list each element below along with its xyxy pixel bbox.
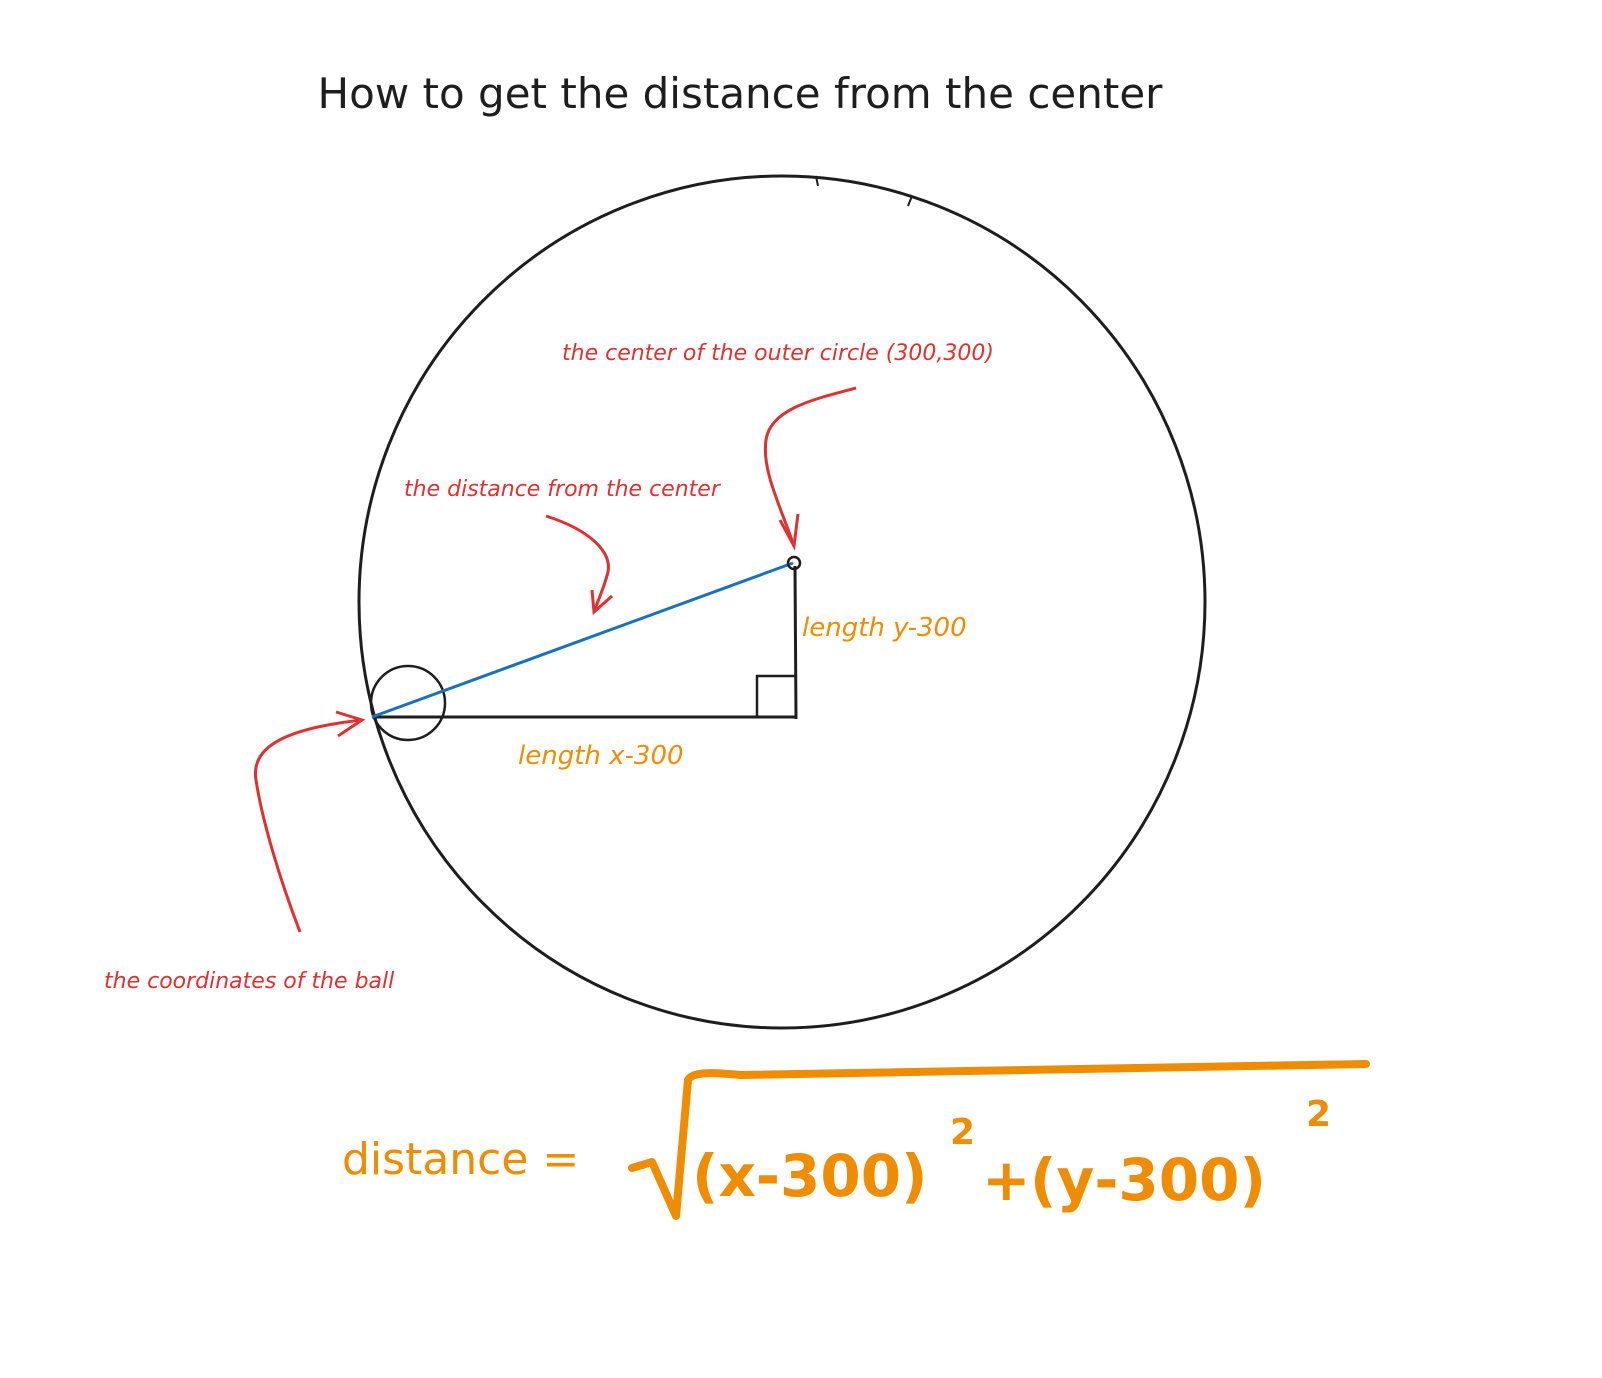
sqrt-sign-icon (628, 1060, 1370, 1220)
ball-arrow-head (335, 710, 366, 738)
outer-circle (357, 174, 1207, 1030)
page-title: How to get the distance from the center (318, 69, 1164, 118)
ball-label: the coordinates of the ball (104, 969, 394, 994)
ball-circle (369, 664, 447, 742)
distance-arrow (545, 514, 610, 613)
right-angle-marker (755, 674, 796, 717)
formula-term-y: (y-300) (1030, 1146, 1266, 1214)
hypotenuse-line (371, 561, 794, 719)
formula-label: distance = (342, 1134, 579, 1185)
formula-exponent-2: 2 (1306, 1094, 1331, 1135)
ball-arrow (253, 718, 363, 933)
center-label: the center of the outer circle (300,300) (562, 341, 994, 366)
center-arrow (763, 386, 857, 547)
distance-label: the distance from the center (404, 477, 722, 502)
formula-plus: + (982, 1146, 1031, 1214)
outer-circle-tick (815, 175, 913, 207)
length-x-label: length x-300 (518, 741, 684, 771)
distance-arrow-head (590, 589, 613, 616)
formula-exponent-1: 2 (950, 1112, 975, 1153)
center-point (786, 555, 802, 571)
formula-term-x: (x-300) (692, 1142, 928, 1210)
center-arrow-head (778, 513, 800, 551)
vertical-leg (793, 565, 798, 720)
length-y-label: length y-300 (802, 613, 967, 643)
